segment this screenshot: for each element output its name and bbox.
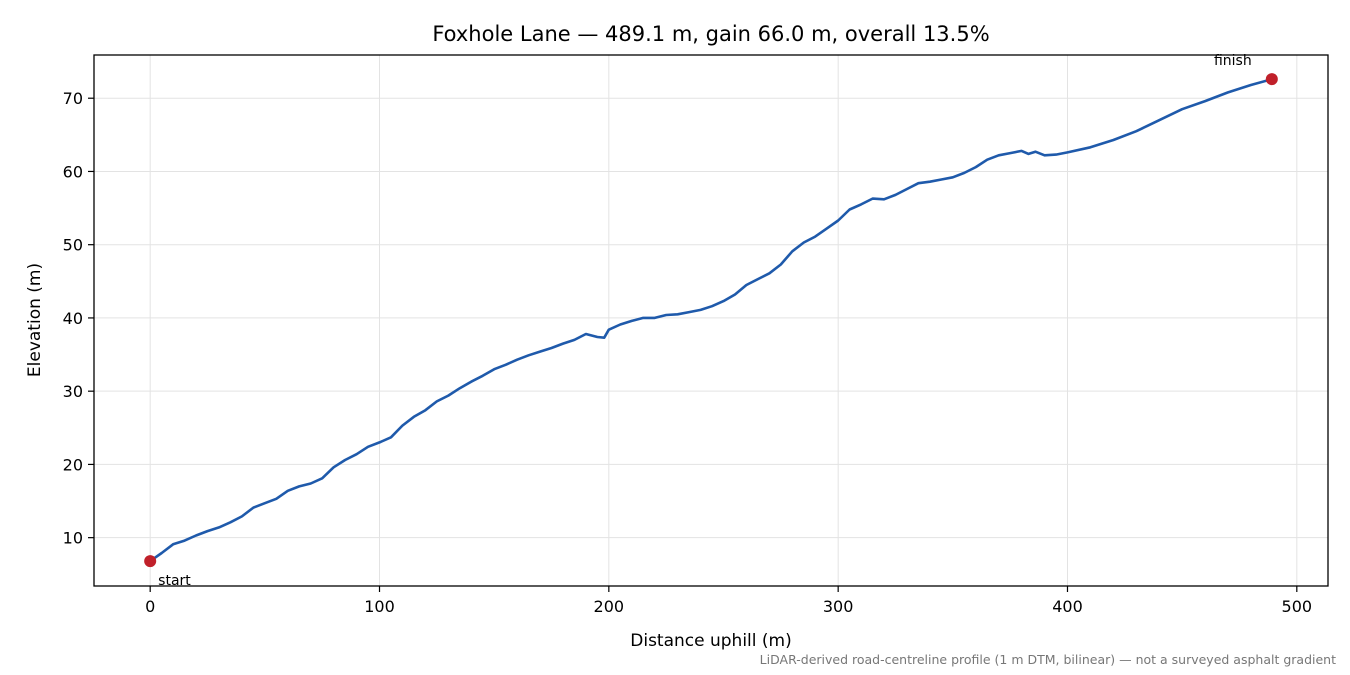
finish-annotation: finish xyxy=(1214,53,1252,69)
plot-frame xyxy=(93,54,1329,587)
x-tick-label: 300 xyxy=(823,597,854,616)
y-tick-label: 40 xyxy=(63,309,83,328)
chart-title: Foxhole Lane — 489.1 m, gain 66.0 m, ove… xyxy=(432,22,989,46)
axis-ticks: 0 100 200 300 400 500 10 20 30 40 50 60 70 xyxy=(63,89,1312,616)
y-tick-label: 60 xyxy=(63,162,83,181)
finish-marker xyxy=(1265,73,1278,86)
x-tick-label: 500 xyxy=(1282,597,1313,616)
y-axis-label: Elevation (m) xyxy=(25,263,45,377)
y-tick-label: 70 xyxy=(63,89,83,108)
x-tick-label: 0 xyxy=(145,597,155,616)
y-tick-label: 20 xyxy=(63,455,83,474)
footnote: LiDAR-derived road-centreline profile (1… xyxy=(759,652,1336,667)
y-tick-label: 10 xyxy=(63,529,83,548)
start-annotation: start xyxy=(158,573,191,589)
y-tick-label: 50 xyxy=(63,236,83,255)
grid xyxy=(94,55,1328,586)
start-marker xyxy=(144,555,157,568)
y-tick-label: 30 xyxy=(63,382,83,401)
x-tick-label: 200 xyxy=(594,597,625,616)
x-axis-label: Distance uphill (m) xyxy=(630,631,791,651)
x-tick-label: 100 xyxy=(364,597,395,616)
elevation-line xyxy=(149,77,1273,563)
x-tick-label: 400 xyxy=(1052,597,1083,616)
